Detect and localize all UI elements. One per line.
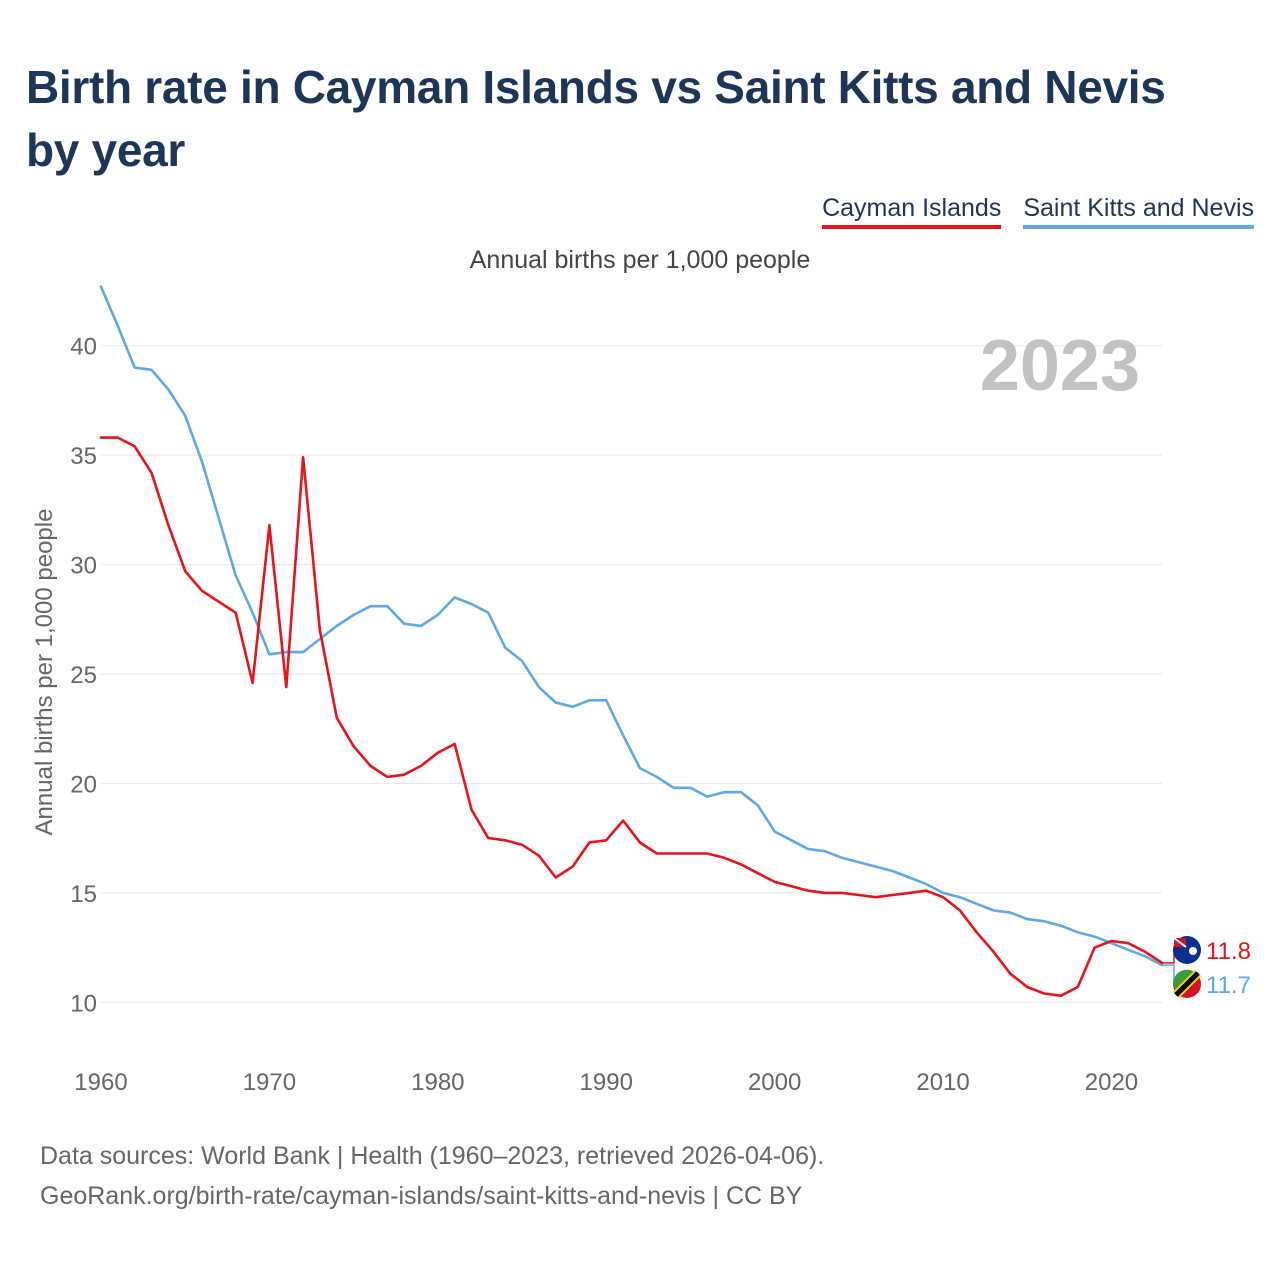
- x-tick-label-2020: 2020: [1085, 1069, 1138, 1096]
- x-axis-ticks: 1960 1970 1980 1990 2000 2010 2020: [74, 1069, 1138, 1096]
- y-tick-label-10: 10: [70, 990, 97, 1017]
- gridlines: [101, 345, 1162, 1003]
- legend-item-cayman-islands[interactable]: Cayman Islands: [822, 194, 1002, 229]
- legend: Cayman Islands Saint Kitts and Nevis: [822, 194, 1254, 229]
- x-tick-label-1990: 1990: [580, 1069, 633, 1096]
- flag-band-black-skn: [1174, 971, 1200, 997]
- end-value-label-saint-kitts-and-nevis: 11.7: [1206, 972, 1251, 999]
- y-tick-label-15: 15: [70, 881, 97, 908]
- series-line-saint-kitts-and-nevis: [99, 285, 1164, 967]
- x-tick-label-1970: 1970: [243, 1069, 296, 1096]
- footer: Data sources: World Bank | Health (1960–…: [40, 1136, 824, 1216]
- y-axis-ticks: 10 15 20 25 30 35 40: [70, 334, 97, 1018]
- x-tick-label-2010: 2010: [916, 1069, 969, 1096]
- flag-saint-kitts-and-nevis-icon: [1172, 969, 1202, 999]
- chart-subtitle: Annual births per 1,000 people: [469, 246, 811, 274]
- end-labels: 11.8 11.7: [1162, 936, 1251, 999]
- legend-item-saint-kitts-and-nevis[interactable]: Saint Kitts and Nevis: [1023, 194, 1254, 229]
- flag-cayman-islands-icon: [1173, 936, 1201, 964]
- flag-crest-cayman: [1189, 947, 1197, 955]
- x-tick-label-1960: 1960: [74, 1069, 127, 1096]
- data-sources: Data sources: World Bank | Health (1960–…: [40, 1142, 825, 1170]
- end-value-label-cayman-islands: 11.8: [1206, 938, 1251, 965]
- series-line-cayman-islands: [99, 436, 1164, 998]
- year-watermark: 2023: [980, 326, 1140, 406]
- x-tick-label-1980: 1980: [411, 1069, 464, 1096]
- y-tick-label-40: 40: [70, 334, 97, 361]
- y-tick-label-35: 35: [70, 443, 97, 470]
- series-lines: [99, 285, 1164, 998]
- y-tick-label-20: 20: [70, 771, 97, 798]
- y-axis-label: Annual births per 1,000 people: [31, 509, 58, 836]
- x-tick-label-2000: 2000: [748, 1069, 801, 1096]
- chart-title: Birth rate in Cayman Islands vs Saint Ki…: [26, 61, 1166, 176]
- y-tick-label-25: 25: [70, 662, 97, 689]
- flag-cross-cayman: [1173, 937, 1187, 948]
- y-tick-label-30: 30: [70, 553, 97, 580]
- source-link[interactable]: GeoRank.org/birth-rate/cayman-islands/sa…: [40, 1182, 803, 1210]
